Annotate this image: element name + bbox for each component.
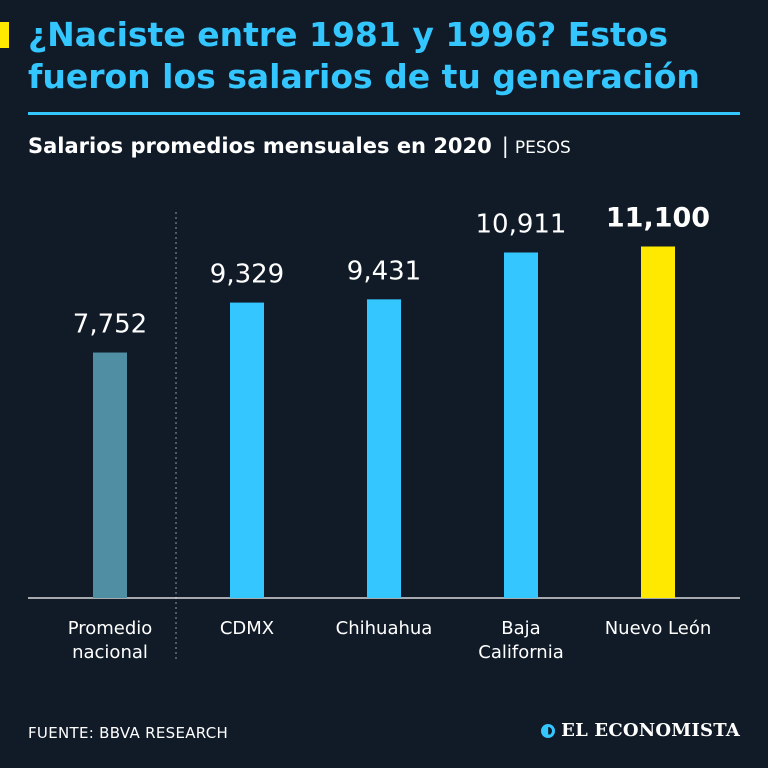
bars-group: [93, 246, 675, 599]
category-label-0-0: Promedio: [68, 618, 153, 639]
category-label-3-1: California: [478, 642, 563, 663]
bar-2: [367, 299, 401, 598]
value-label-4: 11,100: [606, 203, 710, 234]
chart-subtitle: Salarios promedios mensuales en 2020 | PES…: [28, 132, 571, 162]
value-label-0: 7,752: [73, 310, 147, 340]
brand-name: EL ECONOMISTA: [561, 720, 740, 741]
category-label-3-0: Baja: [501, 618, 540, 639]
category-label-1-0: CDMX: [220, 618, 274, 639]
category-label-2-0: Chihuahua: [336, 618, 433, 639]
value-label-2: 9,431: [347, 256, 421, 286]
category-labels-group: Promedio nacional CDMX Chihuahua Baja Califor…: [68, 618, 712, 663]
value-label-1: 9,329: [210, 260, 284, 290]
subtitle-separator: |: [501, 134, 509, 158]
bar-0: [93, 352, 127, 598]
el-economista-logo-icon: [541, 723, 556, 738]
source-note: FUENTE: BBVA RESEARCH: [28, 724, 229, 742]
brand-logo: EL ECONOMISTA: [541, 720, 740, 741]
category-label-0-1: nacional: [72, 642, 148, 663]
title-accent-bar: [0, 22, 9, 48]
bar-4: [641, 246, 675, 598]
subtitle-text: Salarios promedios mensuales en 2020: [28, 134, 492, 158]
category-label-4-0: Nuevo León: [605, 618, 712, 639]
value-label-3: 10,911: [476, 209, 567, 239]
chart-title: ¿Naciste entre 1981 y 1996? Estos fueron…: [28, 15, 700, 96]
value-labels-group: 7,752 9,329 9,431 10,911 11,100: [73, 203, 710, 340]
bar-3: [504, 252, 538, 599]
title-divider: [28, 112, 740, 115]
unit-label: PESOS: [514, 138, 571, 158]
bar-1: [230, 302, 264, 598]
